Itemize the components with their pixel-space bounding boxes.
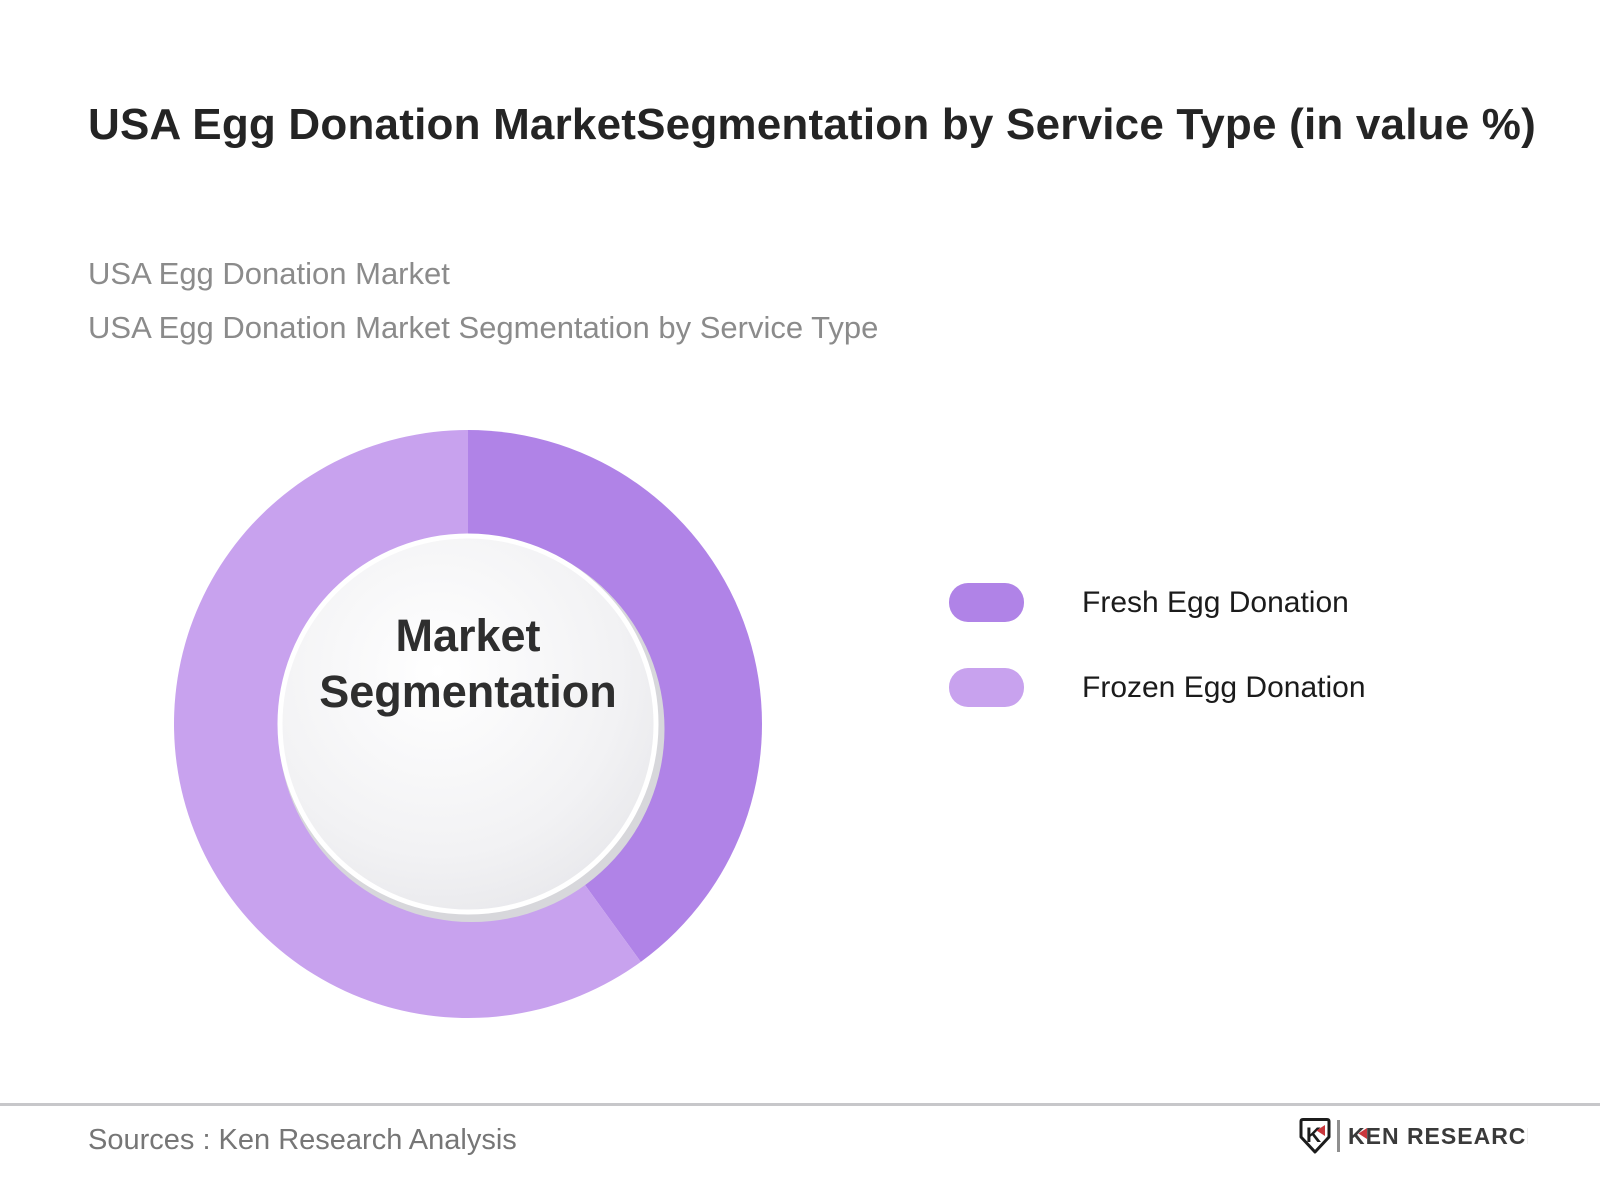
legend-label: Frozen Egg Donation xyxy=(1082,670,1366,704)
logo-separator xyxy=(1337,1120,1340,1152)
legend-item-fresh-egg-donation: Fresh Egg Donation xyxy=(949,583,1366,622)
page-title: USA Egg Donation MarketSegmentation by S… xyxy=(88,100,1536,150)
legend-swatch-fresh xyxy=(949,583,1024,622)
legend-swatch-frozen xyxy=(949,668,1024,707)
donut-inner-circle xyxy=(277,533,659,915)
footer-divider xyxy=(0,1103,1600,1106)
chart-subtitle-line1: USA Egg Donation Market xyxy=(88,256,450,291)
chart-subtitle-line2: USA Egg Donation Market Segmentation by … xyxy=(88,310,879,345)
svg-text:K: K xyxy=(1306,1124,1321,1147)
legend-label: Fresh Egg Donation xyxy=(1082,585,1349,619)
svg-text:KEN RESEARCH: KEN RESEARCH xyxy=(1348,1123,1528,1149)
logo-wordmark: KEN RESEARCH xyxy=(1348,1123,1528,1149)
legend-item-frozen-egg-donation: Frozen Egg Donation xyxy=(949,668,1366,707)
donut-center-label: Market Segmentation xyxy=(319,610,617,718)
ken-research-logo: K KEN RESEARCH xyxy=(1299,1118,1528,1154)
donut-svg xyxy=(174,430,762,1018)
donut-chart: Market Segmentation xyxy=(174,430,762,1018)
sources-text: Sources : Ken Research Analysis xyxy=(88,1124,517,1156)
shield-icon: K xyxy=(1299,1118,1331,1154)
chart-legend: Fresh Egg Donation Frozen Egg Donation xyxy=(949,583,1366,707)
